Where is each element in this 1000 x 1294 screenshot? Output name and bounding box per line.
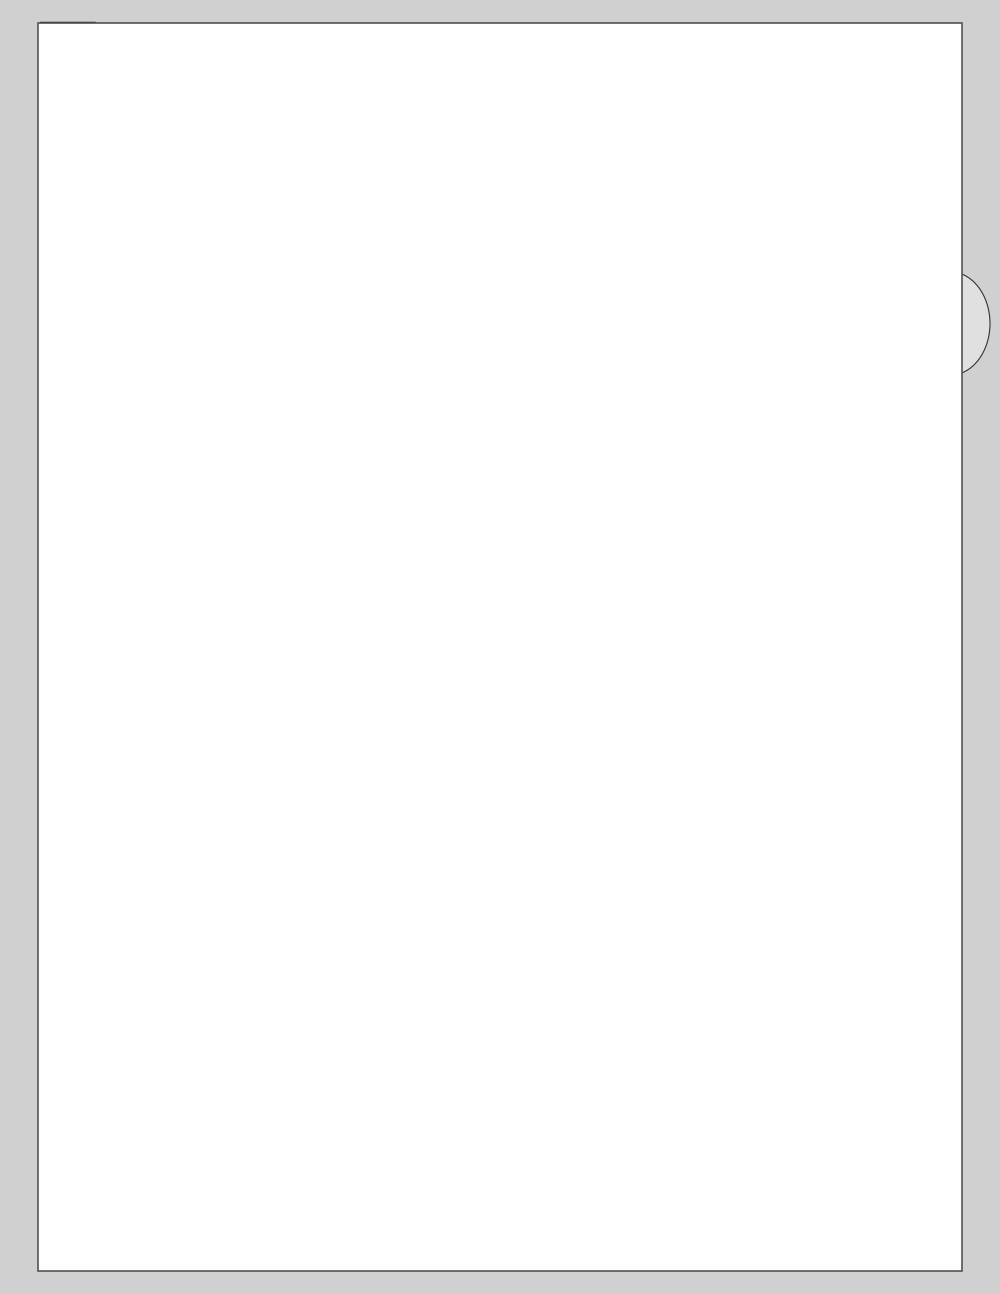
FancyBboxPatch shape (634, 1014, 884, 1144)
Circle shape (790, 751, 850, 828)
Circle shape (862, 870, 898, 916)
Text: Cap Head Screw M4x15mm: Cap Head Screw M4x15mm (75, 314, 210, 325)
Ellipse shape (200, 365, 212, 380)
Circle shape (910, 272, 990, 375)
FancyBboxPatch shape (152, 236, 168, 330)
Text: 86711: 86711 (55, 1154, 91, 1165)
Text: Joint d'echappement: Joint d'echappement (648, 1062, 749, 1073)
Text: 6203: 6203 (615, 584, 644, 594)
Text: Body Clip (8mm/Black): Body Clip (8mm/Black) (70, 263, 182, 273)
Text: Flywheel Cover Screw Set: Flywheel Cover Screw Set (285, 195, 412, 206)
Text: マフラーガスケット: マフラーガスケット (648, 1075, 696, 1084)
Circle shape (572, 773, 588, 793)
Text: 3.0
mm: 3.0 mm (129, 150, 141, 160)
Text: 5: 5 (50, 39, 61, 54)
Circle shape (612, 782, 628, 802)
Text: Exhaust Gasket: Exhaust Gasket (648, 1039, 724, 1049)
FancyBboxPatch shape (188, 351, 224, 395)
FancyBboxPatch shape (255, 158, 475, 184)
Circle shape (570, 819, 590, 845)
Polygon shape (120, 233, 920, 531)
Ellipse shape (590, 298, 670, 375)
Text: Body Clip (8mm/Black): Body Clip (8mm/Black) (615, 595, 727, 606)
Text: 94506: 94506 (75, 303, 111, 313)
Text: 85440: 85440 (773, 474, 810, 484)
Polygon shape (270, 699, 480, 796)
Polygon shape (80, 815, 220, 906)
Circle shape (172, 129, 208, 176)
Text: Baja 5sc SS: Baja 5sc SS (830, 1247, 928, 1263)
Polygon shape (220, 158, 255, 184)
Circle shape (655, 382, 705, 446)
Circle shape (812, 339, 828, 360)
Text: Wire Holder: Wire Holder (75, 395, 133, 405)
Text: RCScrapyard.net: RCScrapyard.net (535, 1210, 719, 1228)
Circle shape (395, 162, 405, 175)
Circle shape (215, 201, 225, 214)
FancyBboxPatch shape (543, 1061, 628, 1136)
Text: 6203: 6203 (70, 251, 99, 261)
Circle shape (610, 828, 630, 854)
Circle shape (117, 132, 153, 179)
Ellipse shape (460, 688, 550, 761)
Text: Tuned Pipe Mount: Tuned Pipe Mount (55, 1166, 142, 1176)
Polygon shape (280, 686, 600, 770)
Text: 15433: 15433 (285, 184, 321, 194)
Text: 6: 6 (50, 631, 61, 647)
Circle shape (595, 155, 605, 168)
Polygon shape (128, 207, 172, 236)
FancyBboxPatch shape (515, 252, 745, 421)
Text: hpi: hpi (290, 917, 310, 928)
Ellipse shape (552, 1086, 568, 1112)
Circle shape (858, 774, 902, 831)
Text: 109: 109 (487, 1249, 513, 1262)
Text: Auspuff Dichtung: Auspuff Dichtung (648, 1051, 732, 1061)
Circle shape (208, 192, 232, 223)
Circle shape (668, 399, 692, 430)
Text: 15481: 15481 (648, 1027, 684, 1038)
Ellipse shape (602, 1086, 618, 1112)
Polygon shape (40, 615, 95, 664)
Polygon shape (40, 22, 95, 71)
Circle shape (742, 313, 758, 334)
Text: 4.0
mm: 4.0 mm (184, 148, 196, 158)
Circle shape (588, 146, 612, 177)
Text: 86711: 86711 (75, 383, 111, 393)
Circle shape (388, 153, 412, 184)
Polygon shape (80, 311, 220, 388)
